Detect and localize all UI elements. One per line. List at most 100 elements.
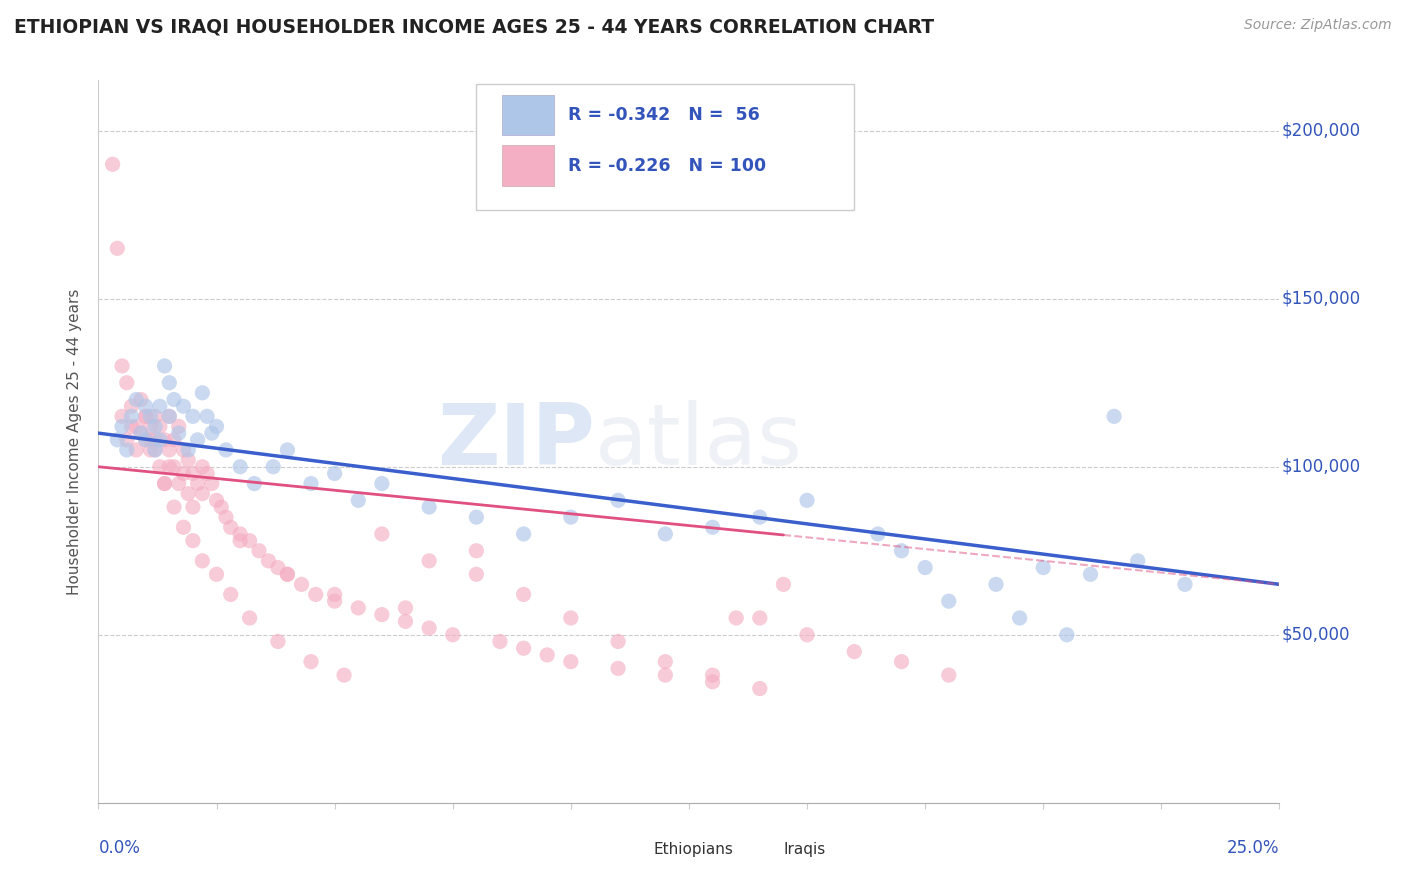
Point [796, 493, 818, 508]
Point [654, 655, 676, 669]
Point [702, 674, 724, 689]
Point [167, 419, 190, 434]
Point [177, 453, 200, 467]
Point [305, 587, 328, 601]
Point [607, 634, 630, 648]
Point [115, 433, 138, 447]
Point [299, 655, 322, 669]
Point [105, 241, 128, 255]
Point [177, 442, 200, 457]
Point [748, 611, 770, 625]
Point [748, 681, 770, 696]
Point [219, 520, 242, 534]
Point [149, 399, 172, 413]
Point [181, 533, 204, 548]
Point [984, 577, 1007, 591]
Text: ETHIOPIAN VS IRAQI HOUSEHOLDER INCOME AGES 25 - 44 YEARS CORRELATION CHART: ETHIOPIAN VS IRAQI HOUSEHOLDER INCOME AG… [14, 18, 934, 37]
Text: $100,000: $100,000 [1282, 458, 1361, 475]
Point [191, 554, 214, 568]
Point [163, 433, 186, 447]
Point [172, 467, 194, 481]
Point [243, 476, 266, 491]
Point [267, 560, 290, 574]
Point [111, 419, 134, 434]
Point [201, 476, 224, 491]
FancyBboxPatch shape [477, 84, 855, 211]
Point [276, 567, 298, 582]
Text: atlas: atlas [595, 400, 803, 483]
FancyBboxPatch shape [603, 835, 648, 865]
Point [465, 510, 488, 524]
Point [347, 493, 370, 508]
Point [725, 611, 748, 625]
Point [187, 433, 209, 447]
Point [139, 442, 162, 457]
Point [299, 476, 322, 491]
Point [125, 392, 148, 407]
Point [157, 409, 180, 424]
Point [121, 419, 143, 434]
Point [191, 459, 214, 474]
Point [153, 476, 176, 491]
Point [938, 594, 960, 608]
Point [191, 486, 214, 500]
Text: Ethiopians: Ethiopians [654, 842, 734, 857]
Point [215, 442, 238, 457]
Point [844, 644, 866, 658]
Point [257, 554, 280, 568]
Point [181, 467, 204, 481]
Point [143, 442, 166, 457]
Point [536, 648, 558, 662]
Point [163, 500, 186, 514]
Point [441, 628, 464, 642]
Point [276, 567, 298, 582]
Point [139, 419, 162, 434]
Point [121, 399, 143, 413]
Point [163, 459, 186, 474]
Point [796, 628, 818, 642]
Point [607, 493, 630, 508]
Point [205, 419, 228, 434]
Point [111, 359, 134, 373]
Point [219, 587, 242, 601]
Point [347, 600, 370, 615]
Text: 25.0%: 25.0% [1227, 838, 1279, 857]
Point [1080, 567, 1102, 582]
Point [239, 533, 262, 548]
Point [153, 476, 176, 491]
Point [1032, 560, 1054, 574]
Point [371, 527, 394, 541]
Point [465, 567, 488, 582]
Text: R = -0.226   N = 100: R = -0.226 N = 100 [568, 156, 766, 175]
Point [247, 543, 270, 558]
Point [323, 587, 346, 601]
Point [1008, 611, 1031, 625]
Point [560, 510, 582, 524]
Point [111, 409, 134, 424]
Point [512, 527, 534, 541]
Point [105, 433, 128, 447]
Point [1126, 554, 1149, 568]
Point [172, 442, 194, 457]
Text: $200,000: $200,000 [1282, 121, 1361, 140]
Point [167, 426, 190, 441]
Point [143, 409, 166, 424]
Point [1102, 409, 1125, 424]
Point [394, 600, 416, 615]
Point [157, 442, 180, 457]
Point [149, 433, 172, 447]
Point [560, 655, 582, 669]
Point [135, 399, 157, 413]
FancyBboxPatch shape [502, 95, 554, 136]
Point [772, 577, 794, 591]
Point [135, 433, 157, 447]
Point [167, 476, 190, 491]
Point [229, 459, 252, 474]
Point [181, 500, 204, 514]
Point [172, 520, 194, 534]
Point [323, 594, 346, 608]
FancyBboxPatch shape [738, 835, 783, 865]
Point [938, 668, 960, 682]
Point [262, 459, 284, 474]
Point [143, 442, 166, 457]
